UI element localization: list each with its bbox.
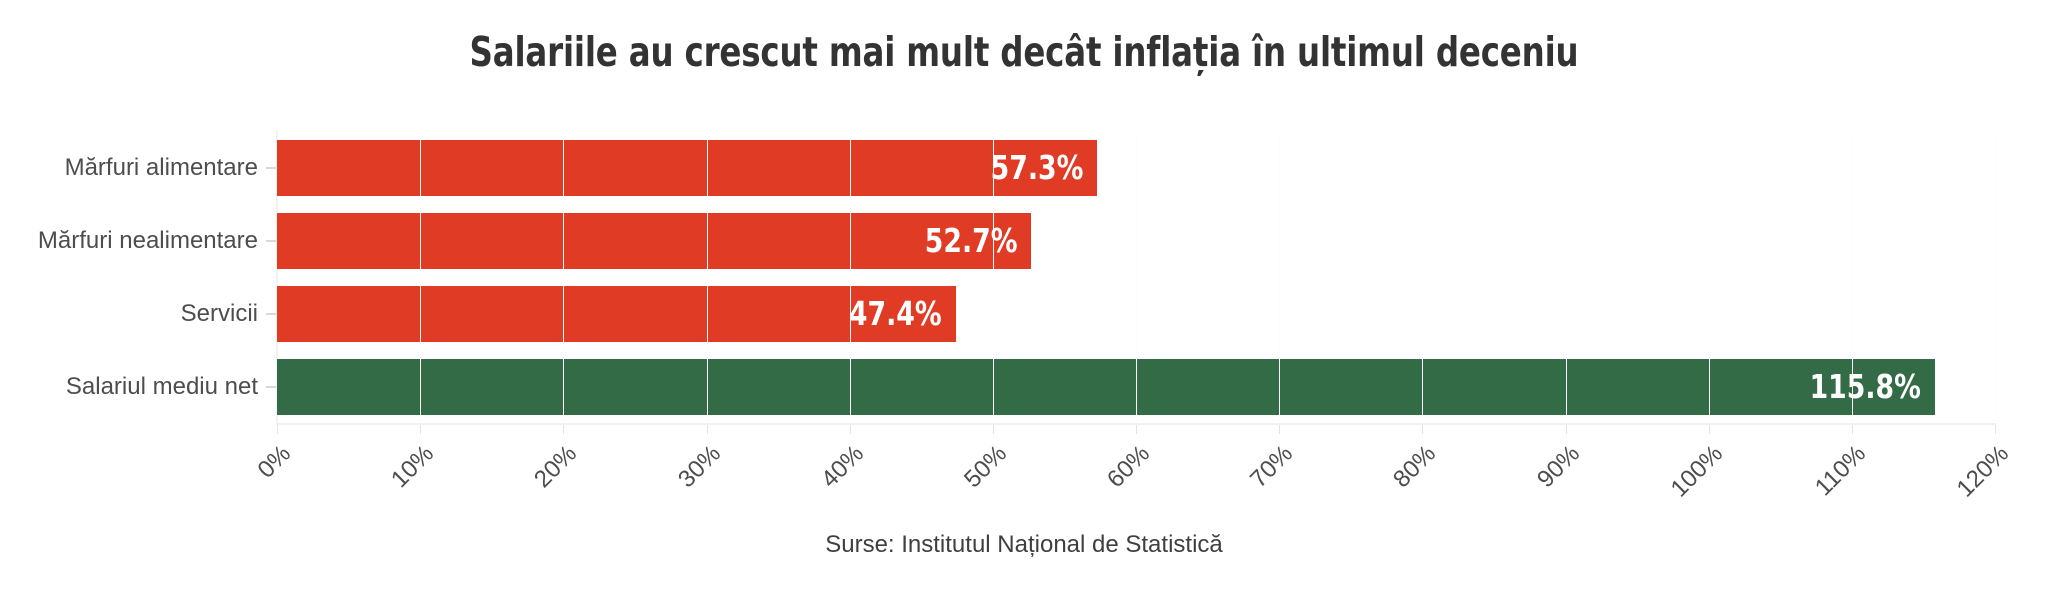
x-tick-mark bbox=[420, 425, 422, 434]
bar-2[interactable] bbox=[277, 212, 1032, 269]
x-axis-spine bbox=[276, 423, 1996, 425]
grid-line bbox=[1708, 131, 1710, 423]
bar-value-label-3: 47.4% bbox=[848, 293, 942, 333]
bar-value-label-1: 57.3% bbox=[990, 147, 1084, 187]
x-tick-mark bbox=[563, 425, 565, 434]
grid-line bbox=[1279, 131, 1281, 423]
x-tick-label-10: 90% bbox=[1531, 440, 1585, 494]
grid-line bbox=[1851, 131, 1853, 423]
bar-value-label-4: 115.8% bbox=[1809, 366, 1921, 406]
bar-1[interactable] bbox=[277, 139, 1098, 196]
x-tick-mark bbox=[1279, 425, 1281, 434]
x-tick-mark bbox=[992, 425, 994, 434]
y-axis-spine bbox=[276, 131, 278, 423]
x-tick-label-6: 50% bbox=[958, 440, 1012, 494]
grid-line bbox=[706, 131, 708, 423]
x-tick-mark bbox=[277, 425, 278, 434]
x-tick-label-5: 40% bbox=[815, 440, 869, 494]
y-tick-label-3: Servicii bbox=[180, 299, 258, 327]
bar-row: 47.4% bbox=[277, 285, 1995, 342]
x-tick-label-3: 20% bbox=[529, 440, 583, 494]
bar-row: 52.7% bbox=[277, 212, 1995, 269]
plot-area: 57.3% 52.7% 47.4% 115.8% bbox=[277, 131, 1996, 423]
x-tick-label-11: 100% bbox=[1665, 440, 1728, 503]
grid-line bbox=[992, 131, 994, 423]
x-tick-label-12: 110% bbox=[1809, 440, 1871, 502]
x-tick-label-13: 120% bbox=[1951, 440, 2015, 503]
x-tick-label-1: 0% bbox=[252, 440, 297, 484]
x-tick-mark bbox=[849, 425, 851, 434]
grid-line bbox=[1422, 131, 1424, 423]
y-tick-label-2: Mărfuri nealimentare bbox=[37, 226, 258, 254]
x-tick-label-2: 10% bbox=[386, 440, 440, 494]
x-tick-mark bbox=[1851, 425, 1853, 434]
y-tick-label-4: Salariul mediu net bbox=[65, 372, 258, 400]
bar-value-label-2: 52.7% bbox=[924, 220, 1018, 260]
x-tick-mark bbox=[1136, 425, 1137, 434]
bar-3[interactable] bbox=[277, 285, 956, 342]
bar-4[interactable] bbox=[277, 358, 1935, 415]
y-tick-mark bbox=[266, 166, 276, 169]
y-tick-mark bbox=[266, 312, 276, 315]
y-tick-mark bbox=[266, 239, 276, 242]
x-tick-mark bbox=[706, 425, 708, 434]
grid-line bbox=[420, 131, 422, 423]
grid-line bbox=[1995, 131, 1996, 423]
grid-line bbox=[1565, 131, 1567, 423]
y-tick-label-1: Mărfuri alimentare bbox=[64, 153, 258, 181]
grid-line bbox=[563, 131, 565, 423]
x-tick-label-9: 80% bbox=[1388, 440, 1442, 494]
x-tick-label-7: 60% bbox=[1102, 440, 1156, 494]
x-tick-label-8: 70% bbox=[1245, 440, 1299, 494]
y-tick-mark bbox=[266, 385, 276, 388]
source-caption: Surse: Institutul Național de Statistică bbox=[825, 531, 1223, 558]
chart-title: Salariile au crescut mai mult decât infl… bbox=[469, 28, 1579, 76]
grid-line bbox=[849, 131, 851, 423]
x-tick-mark bbox=[1422, 425, 1424, 434]
x-tick-mark bbox=[1565, 425, 1567, 434]
x-tick-mark bbox=[1995, 425, 1996, 434]
x-tick-mark bbox=[1708, 425, 1710, 434]
bar-row: 57.3% bbox=[277, 139, 1995, 196]
x-tick-label-4: 30% bbox=[672, 440, 726, 494]
grid-line bbox=[1136, 131, 1137, 423]
bar-row: 115.8% bbox=[277, 358, 1995, 415]
